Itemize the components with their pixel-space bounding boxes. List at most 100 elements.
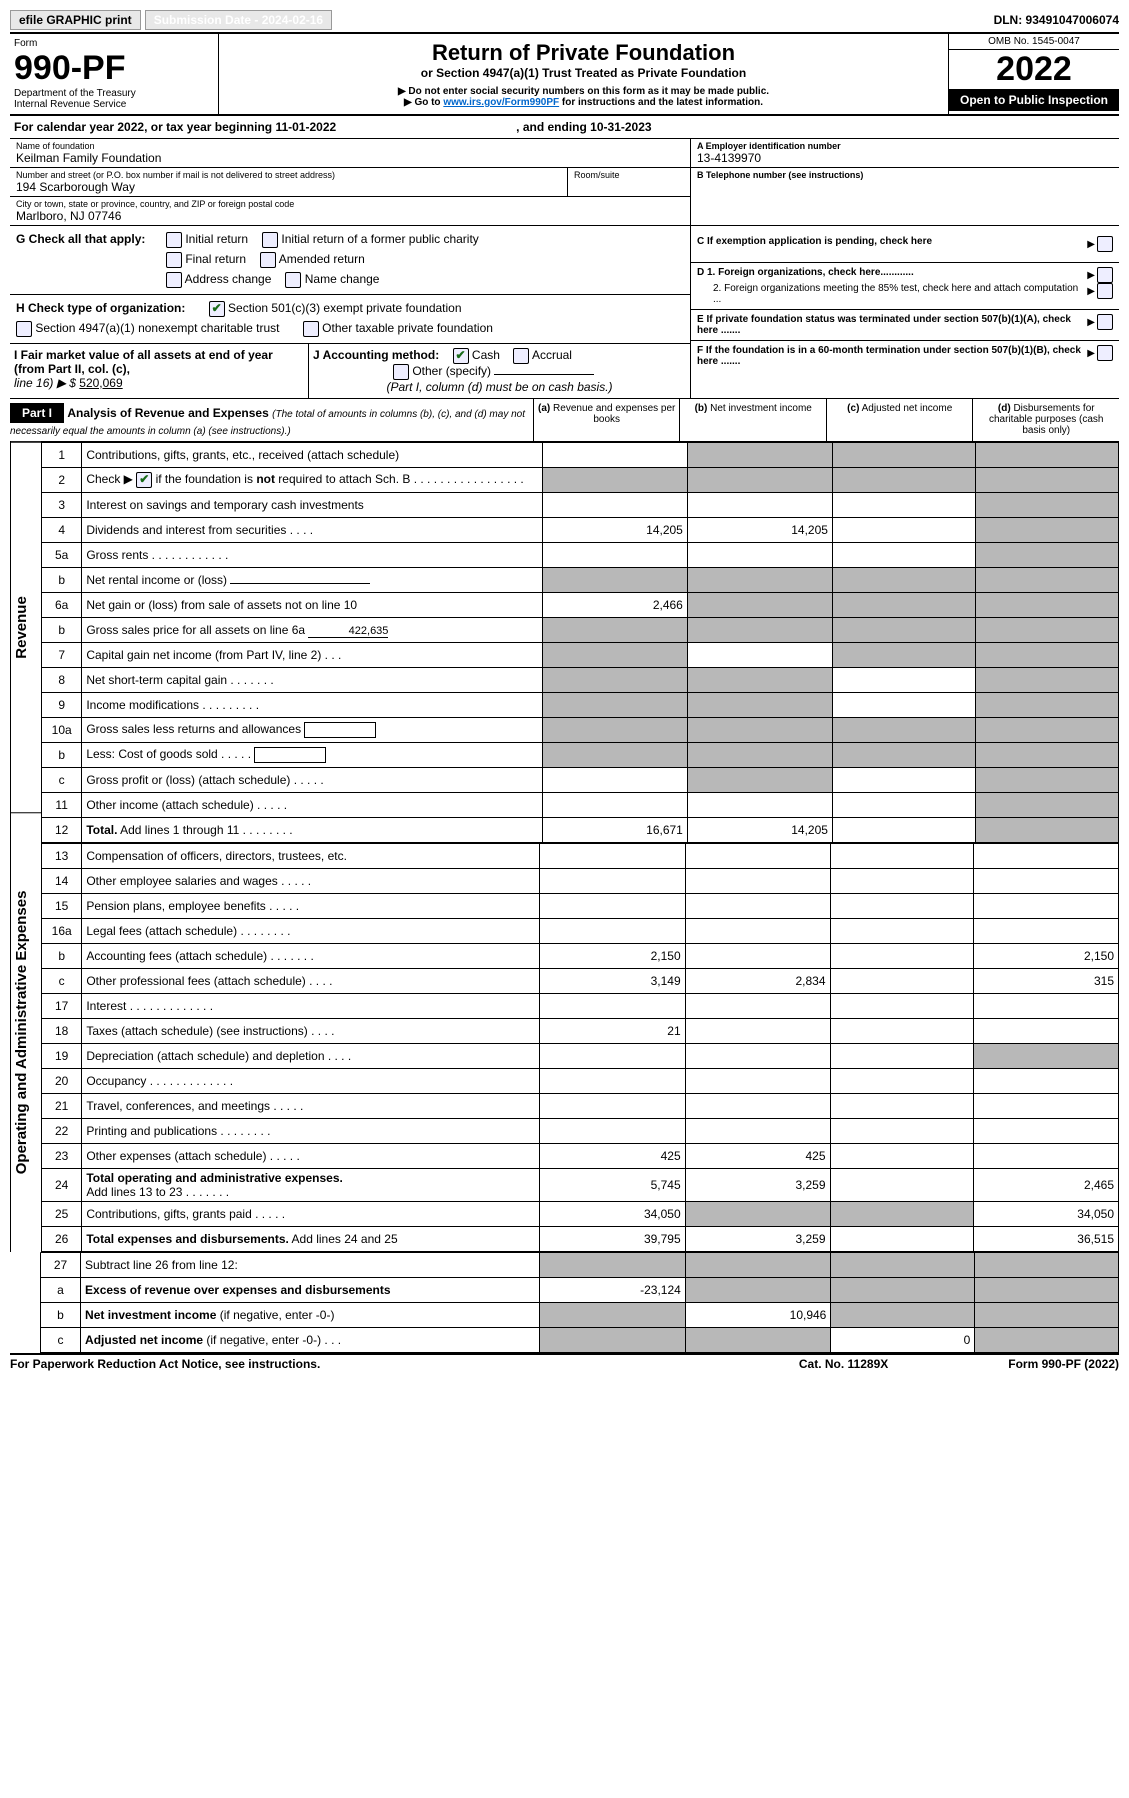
footer-right: Form 990-PF (2022) (1008, 1357, 1119, 1371)
j-other: Other (specify) (412, 364, 491, 378)
h-4947-checkbox[interactable] (16, 321, 32, 337)
i-label: I Fair market value of all assets at end… (14, 348, 273, 376)
part1-body: Revenue Operating and Administrative Exp… (10, 442, 1119, 1252)
i-line16: line 16) ▶ $ (14, 376, 76, 390)
h-other-checkbox[interactable] (303, 321, 319, 337)
table-row: b Net rental income or (loss) (42, 568, 1119, 593)
bottom-table: 27 Subtract line 26 from line 12: a Exce… (40, 1252, 1119, 1353)
form-note-2: ▶ Go to www.irs.gov/Form990PF for instru… (225, 97, 942, 108)
table-row: 12 Total. Add lines 1 through 11 . . . .… (42, 818, 1119, 843)
c-label: C If exemption application is pending, c… (697, 236, 1087, 252)
col-b-sub: Net investment income (710, 403, 812, 414)
h-label: H Check type of organization: (16, 301, 185, 315)
part1-title: Analysis of Revenue and Expenses (67, 406, 268, 420)
cal-year-end: , and ending 10-31-2023 (516, 120, 651, 134)
g-initial-checkbox[interactable] (166, 232, 182, 248)
table-row: c Gross profit or (loss) (attach schedul… (42, 768, 1119, 793)
table-row: b Less: Cost of goods sold . . . . . (42, 743, 1119, 768)
j-accrual-checkbox[interactable] (513, 348, 529, 364)
g-amended-checkbox[interactable] (260, 252, 276, 268)
footer-left: For Paperwork Reduction Act Notice, see … (10, 1357, 320, 1371)
table-row: 4 Dividends and interest from securities… (42, 518, 1119, 543)
table-row: 23 Other expenses (attach schedule) . . … (42, 1144, 1119, 1169)
j-label: J Accounting method: (313, 348, 439, 362)
dept-label: Department of the Treasury (14, 88, 214, 99)
g-opt-0: Initial return (185, 232, 248, 246)
col-a-sub: Revenue and expenses per books (553, 403, 675, 425)
d2-checkbox[interactable] (1097, 283, 1113, 299)
table-row: 14 Other employee salaries and wages . .… (42, 869, 1119, 894)
form-number: 990-PF (14, 49, 214, 88)
j-cash: Cash (472, 348, 500, 362)
j-accrual: Accrual (532, 348, 572, 362)
name-label: Name of foundation (16, 141, 684, 151)
col-c-sub: Adjusted net income (862, 403, 953, 414)
table-row: 6a Net gain or (loss) from sale of asset… (42, 593, 1119, 618)
foundation-name: Keilman Family Foundation (16, 151, 684, 165)
h-opt-2: Section 4947(a)(1) nonexempt charitable … (35, 321, 279, 335)
c-checkbox[interactable] (1097, 236, 1113, 252)
table-row: 5a Gross rents . . . . . . . . . . . . (42, 543, 1119, 568)
table-row: 10a Gross sales less returns and allowan… (42, 718, 1119, 743)
check-block: G Check all that apply: Initial return I… (10, 226, 1119, 399)
d1-label: D 1. Foreign organizations, check here..… (697, 267, 1087, 283)
street-label: Number and street (or P.O. box number if… (16, 170, 561, 180)
table-row: 13 Compensation of officers, directors, … (42, 844, 1119, 869)
tax-year: 2022 (949, 50, 1119, 89)
table-row: 21 Travel, conferences, and meetings . .… (42, 1094, 1119, 1119)
j-other-checkbox[interactable] (393, 364, 409, 380)
col-b-hdr: (b) (695, 403, 708, 414)
top-bar: efile GRAPHIC print Submission Date - 20… (10, 10, 1119, 34)
revenue-table: 1 Contributions, gifts, grants, etc., re… (42, 442, 1119, 843)
footer-mid: Cat. No. 11289X (799, 1357, 888, 1371)
table-row: 19 Depreciation (attach schedule) and de… (42, 1044, 1119, 1069)
open-inspection: Open to Public Inspection (949, 89, 1119, 111)
table-row: b Accounting fees (attach schedule) . . … (42, 944, 1119, 969)
h-opt-3: Other taxable private foundation (322, 321, 493, 335)
g-opt-4: Address change (185, 272, 272, 286)
calendar-year-row: For calendar year 2022, or tax year begi… (10, 116, 1119, 139)
table-row: 25 Contributions, gifts, grants paid . .… (42, 1202, 1119, 1227)
irs-label: Internal Revenue Service (14, 99, 214, 110)
irs-link[interactable]: www.irs.gov/Form990PF (443, 97, 559, 108)
e-checkbox[interactable] (1097, 314, 1113, 330)
g-address-checkbox[interactable] (166, 272, 182, 288)
page-footer: For Paperwork Reduction Act Notice, see … (10, 1353, 1119, 1371)
table-row: 7 Capital gain net income (from Part IV,… (42, 643, 1119, 668)
j-cash-checkbox[interactable] (453, 348, 469, 364)
col-a-hdr: (a) (538, 403, 550, 414)
table-row: b Gross sales price for all assets on li… (42, 618, 1119, 643)
room-label: Room/suite (574, 170, 684, 180)
ein-label: A Employer identification number (697, 141, 1113, 151)
f-checkbox[interactable] (1097, 345, 1113, 361)
table-row: 22 Printing and publications . . . . . .… (42, 1119, 1119, 1144)
e-label: E If private foundation status was termi… (697, 314, 1087, 336)
table-row: 8 Net short-term capital gain . . . . . … (42, 668, 1119, 693)
table-row: 26 Total expenses and disbursements. Add… (42, 1227, 1119, 1252)
i-value: 520,069 (79, 376, 122, 390)
g-final-checkbox[interactable] (166, 252, 182, 268)
table-row: 20 Occupancy . . . . . . . . . . . . . (42, 1069, 1119, 1094)
g-name-checkbox[interactable] (285, 272, 301, 288)
table-row: 1 Contributions, gifts, grants, etc., re… (42, 443, 1119, 468)
note2-suffix: for instructions and the latest informat… (559, 97, 763, 108)
table-row: 24 Total operating and administrative ex… (42, 1169, 1119, 1202)
g-initial-former-checkbox[interactable] (262, 232, 278, 248)
form-word: Form (14, 38, 214, 49)
city-value: Marlboro, NJ 07746 (16, 209, 684, 223)
dln-label: DLN: 93491047006074 (994, 13, 1119, 27)
table-row: b Net investment income (if negative, en… (41, 1303, 1119, 1328)
return-title: Return of Private Foundation (225, 40, 942, 66)
form-note-1: ▶ Do not enter social security numbers o… (225, 86, 942, 97)
table-row: 11 Other income (attach schedule) . . . … (42, 793, 1119, 818)
return-subtitle: or Section 4947(a)(1) Trust Treated as P… (225, 66, 942, 80)
table-row: 18 Taxes (attach schedule) (see instruct… (42, 1019, 1119, 1044)
table-row: 15 Pension plans, employee benefits . . … (42, 894, 1119, 919)
table-row: c Adjusted net income (if negative, ente… (41, 1328, 1119, 1353)
table-row: 3 Interest on savings and temporary cash… (42, 493, 1119, 518)
ein-value: 13-4139970 (697, 151, 1113, 165)
phone-label: B Telephone number (see instructions) (697, 170, 1113, 180)
g-opt-2: Final return (185, 252, 246, 266)
d1-checkbox[interactable] (1097, 267, 1113, 283)
h-501c3-checkbox[interactable] (209, 301, 225, 317)
